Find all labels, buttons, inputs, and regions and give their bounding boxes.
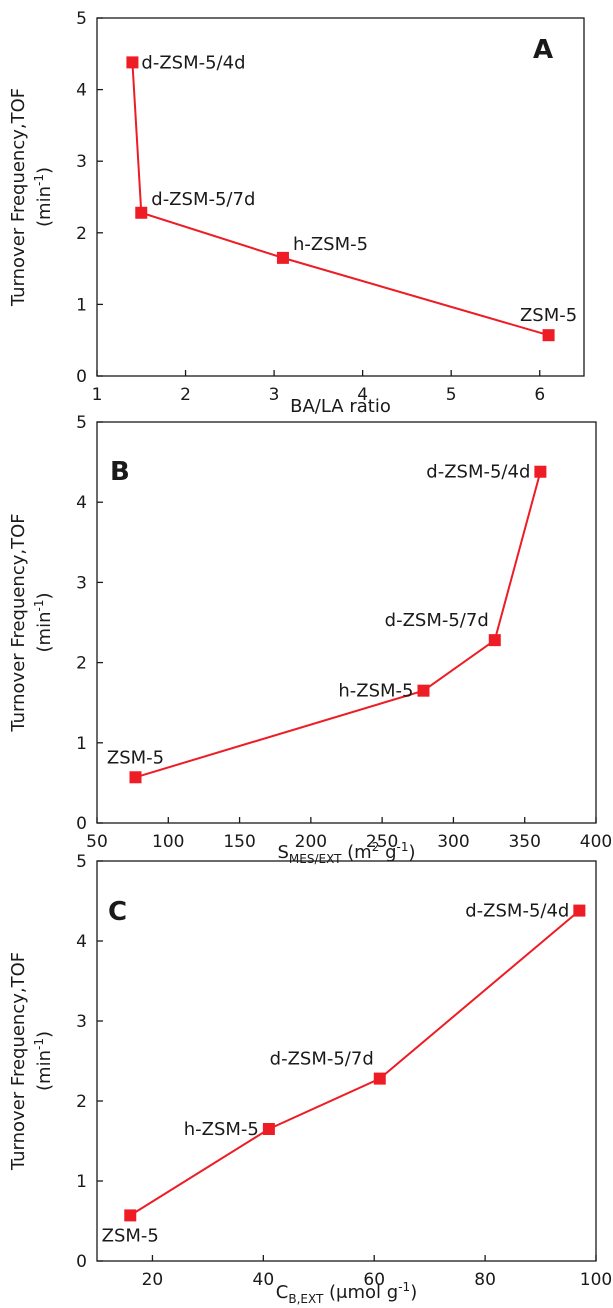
series-line [135, 471, 542, 779]
y-tick-label: 1 [76, 1172, 87, 1192]
y-axis-unit: (min-1) [32, 593, 55, 653]
y-tick-label: 0 [76, 814, 87, 834]
y-tick-label: 2 [76, 1092, 87, 1112]
data-label: d-ZSM-5/4d [426, 462, 530, 483]
data-point [542, 329, 555, 342]
chart-panel-c: 0 1 2 3 4 5 20 40 60 80 100 C Turnover Frequency,TOF… [8, 852, 612, 1306]
y-axis-unit: (min-1) [32, 1031, 55, 1091]
data-point [124, 1209, 137, 1222]
x-tick-label: 50 [86, 832, 108, 852]
chart-panel-b: 0 1 2 3 4 5 50 100 150 200 250 300 350 400 B Turnover F… [8, 413, 612, 866]
x-tick-label: 100 [152, 832, 184, 852]
data-label: h-ZSM-5 [184, 1119, 259, 1140]
data-point [373, 1072, 386, 1085]
x-tick-label: 250 [366, 832, 398, 852]
x-axis-label: SMES/EXT (m2 g-1) [277, 840, 415, 866]
x-tick-label: 2 [180, 385, 191, 405]
data-label: d-ZSM-5/7d [385, 610, 489, 631]
y-tick-label: 5 [76, 852, 87, 872]
x-tick-label: 6 [534, 385, 545, 405]
x-axis-label: CB,EXT (μmol g-1) [276, 1280, 417, 1306]
series-line [131, 62, 549, 337]
data-label: ZSM-5 [520, 305, 577, 326]
y-tick-label: 5 [76, 9, 87, 29]
x-tick-label: 300 [437, 832, 469, 852]
x-tick-label: 5 [446, 385, 457, 405]
data-label: ZSM-5 [107, 747, 164, 768]
y-tick-label: 0 [76, 1252, 87, 1272]
panel-letter: C [108, 897, 127, 927]
x-tick-label: 4 [357, 385, 368, 405]
data-label: d-ZSM-5/4d [141, 52, 245, 73]
data-label: d-ZSM-5/4d [465, 901, 569, 922]
x-tick-label: 40 [253, 1270, 275, 1290]
plot-frame [96, 860, 597, 1262]
plot-frame [96, 421, 597, 824]
data-label: ZSM-5 [102, 1225, 159, 1246]
x-tick-label: 80 [474, 1270, 496, 1290]
x-tick-label: 400 [580, 832, 612, 852]
plot-frame [96, 17, 585, 377]
data-point [573, 904, 586, 917]
x-tick-label: 200 [295, 832, 327, 852]
y-tick-label: 2 [76, 224, 87, 244]
data-label: h-ZSM-5 [293, 234, 368, 255]
data-point [129, 771, 142, 784]
y-tick-label: 0 [76, 367, 87, 387]
y-tick-label: 3 [76, 573, 87, 593]
y-tick-label: 1 [76, 734, 87, 754]
y-tick-label: 3 [76, 1012, 87, 1032]
x-tick-label: 20 [142, 1270, 164, 1290]
y-tick-label: 3 [76, 152, 87, 172]
series-line [129, 909, 581, 1217]
y-tick-label: 4 [76, 81, 87, 101]
panel-letter: A [533, 35, 553, 65]
data-point [126, 56, 139, 69]
x-tick-label: 60 [363, 1270, 385, 1290]
x-tick-label: 3 [269, 385, 280, 405]
x-tick-label: 1 [92, 385, 103, 405]
y-tick-label: 4 [76, 493, 87, 513]
panel-letter: B [110, 457, 130, 487]
y-axis-label: Turnover Frequency,TOF [8, 952, 29, 1171]
data-point [488, 634, 501, 647]
x-tick-label: 100 [580, 1270, 612, 1290]
y-tick-label: 1 [76, 295, 87, 315]
data-point [276, 251, 289, 264]
x-axis-label: BA/LA ratio [290, 396, 391, 417]
data-point [534, 465, 547, 478]
data-label: d-ZSM-5/7d [151, 189, 255, 210]
y-axis-label: Turnover Frequency,TOF [8, 513, 29, 732]
y-tick-label: 4 [76, 932, 87, 952]
y-tick-label: 5 [76, 413, 87, 433]
data-label: d-ZSM-5/7d [270, 1049, 374, 1070]
y-tick-label: 2 [76, 654, 87, 674]
x-tick-label: 350 [508, 832, 540, 852]
data-label: h-ZSM-5 [338, 681, 413, 702]
y-axis-label: Turnover Frequency,TOF [8, 88, 29, 307]
x-tick-label: 150 [223, 832, 255, 852]
data-point [417, 684, 430, 697]
data-point [262, 1123, 275, 1135]
y-axis-unit: (min-1) [32, 167, 55, 227]
data-point [135, 206, 148, 219]
